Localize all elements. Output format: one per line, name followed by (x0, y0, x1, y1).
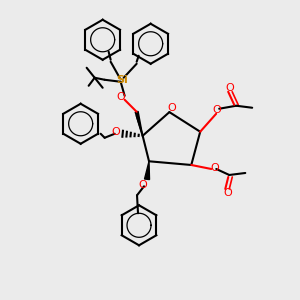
Text: O: O (167, 103, 176, 113)
Text: Si: Si (116, 75, 127, 85)
Text: O: O (111, 127, 120, 137)
Text: O: O (210, 163, 219, 173)
Text: O: O (139, 180, 147, 190)
Polygon shape (135, 111, 143, 136)
Text: O: O (116, 92, 125, 102)
Text: O: O (223, 188, 232, 198)
Polygon shape (145, 161, 149, 180)
Text: O: O (213, 105, 222, 115)
Text: O: O (226, 83, 235, 93)
